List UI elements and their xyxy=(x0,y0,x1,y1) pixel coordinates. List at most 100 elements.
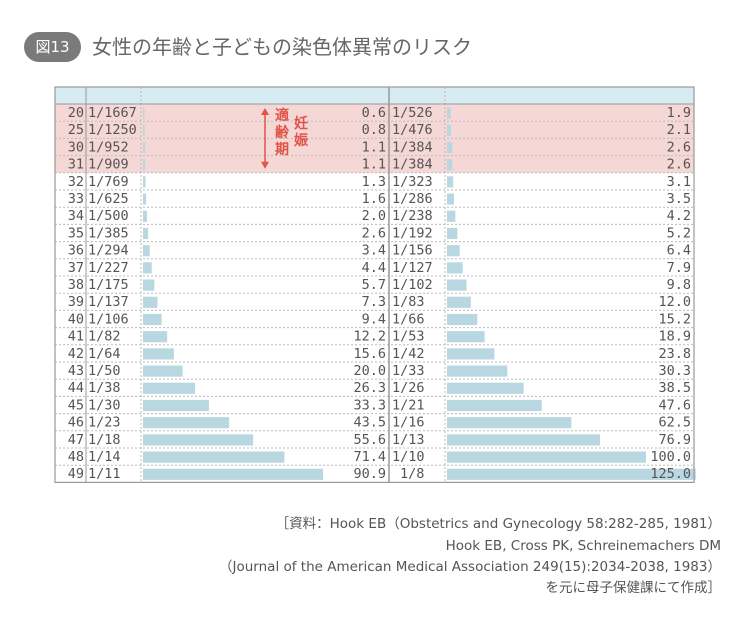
risk-bar-series-1 xyxy=(143,262,152,274)
risk-bar-series-2 xyxy=(447,296,471,308)
annotation-char: 期 xyxy=(275,142,289,158)
ratio-label-series-1: 1/64 xyxy=(88,346,121,362)
ratio-label-series-1: 1/500 xyxy=(88,208,129,224)
risk-bar-series-1 xyxy=(143,331,168,343)
table-border xyxy=(54,86,695,483)
age-label: 34 xyxy=(68,208,84,224)
age-label: 44 xyxy=(68,380,84,396)
ratio-label-series-1: 1/952 xyxy=(88,139,129,155)
value-label-series-2: 2.6 xyxy=(667,157,691,173)
annotation-char-2: 娠 xyxy=(294,132,309,149)
ratio-label-series-2: 1/323 xyxy=(392,174,433,190)
value-label-series-2: 23.8 xyxy=(658,346,691,362)
risk-bar-series-1 xyxy=(143,227,149,240)
age-label: 35 xyxy=(68,225,84,241)
value-label-series-2: 7.9 xyxy=(667,260,691,276)
ratio-label-series-2: 1/238 xyxy=(392,208,433,224)
value-label-series-1: 2.6 xyxy=(362,225,386,241)
value-label-series-2: 15.2 xyxy=(658,311,691,327)
ratio-label-series-1: 1/23 xyxy=(88,415,121,431)
value-label-series-1: 90.9 xyxy=(353,466,386,482)
ratio-label-series-2: 1/26 xyxy=(392,380,425,396)
ratio-label-series-1: 1/909 xyxy=(88,157,129,173)
source-line-4: を元に母子保健課にて作成］ xyxy=(545,580,722,596)
risk-bar-series-1 xyxy=(143,365,183,377)
risk-bar-series-1 xyxy=(143,193,147,205)
risk-bar-series-1 xyxy=(143,348,174,360)
ratio-label-series-1: 1/1250 xyxy=(88,122,137,138)
value-label-series-1: 7.3 xyxy=(362,294,386,310)
ratio-label-series-1: 1/769 xyxy=(88,174,129,190)
age-label: 40 xyxy=(68,311,84,327)
age-label: 41 xyxy=(68,329,84,345)
value-label-series-1: 43.5 xyxy=(353,415,386,431)
value-label-series-2: 47.6 xyxy=(658,397,691,413)
risk-bar-series-1 xyxy=(143,141,146,154)
age-label: 48 xyxy=(68,449,84,465)
risk-bar-series-1 xyxy=(143,124,145,136)
ratio-label-series-1: 1/18 xyxy=(88,432,121,448)
value-label-series-1: 26.3 xyxy=(353,380,386,396)
ratio-label-series-2: 1/384 xyxy=(392,157,433,173)
risk-bar-series-2 xyxy=(447,399,542,412)
annotation-arrow-up-icon xyxy=(261,108,269,115)
ratio-label-series-1: 1/106 xyxy=(88,311,129,327)
ratio-label-series-2: 1/66 xyxy=(392,311,425,327)
risk-bar-series-2 xyxy=(447,451,646,463)
value-label-series-2: 12.0 xyxy=(658,294,691,310)
risk-bar-series-1 xyxy=(143,451,285,463)
highlight-row xyxy=(55,138,694,156)
ratio-label-series-2: 1/53 xyxy=(392,329,425,345)
value-label-series-2: 5.2 xyxy=(667,225,691,241)
ratio-label-series-1: 1/625 xyxy=(88,191,129,207)
ratio-label-series-2: 1/192 xyxy=(392,225,433,241)
risk-bar-series-2 xyxy=(447,382,524,394)
annotation-char-2: 妊 xyxy=(294,115,308,132)
age-label: 43 xyxy=(68,363,84,379)
ratio-label-series-2: 1/384 xyxy=(392,139,433,155)
risk-bar-series-2 xyxy=(447,159,453,171)
age-label: 30 xyxy=(68,139,84,155)
risk-bar-series-2 xyxy=(447,331,485,343)
value-label-series-1: 20.0 xyxy=(353,363,386,379)
value-label-series-2: 2.1 xyxy=(667,122,691,138)
highlight-row xyxy=(55,155,694,173)
chart-title: 女性の年齢と子どもの染色体異常のリスク xyxy=(92,35,472,59)
annotation-arrow-down-icon xyxy=(261,161,269,169)
value-label-series-1: 12.2 xyxy=(353,329,386,345)
value-label-series-1: 4.4 xyxy=(362,260,386,276)
value-label-series-2: 100.0 xyxy=(650,449,691,465)
ratio-label-series-1: 1/294 xyxy=(88,243,129,259)
value-label-series-1: 5.7 xyxy=(362,277,386,293)
value-label-series-2: 18.9 xyxy=(658,329,691,345)
ratio-label-series-2: 1/8 xyxy=(400,466,424,482)
risk-bar-series-1 xyxy=(143,176,146,188)
source-line-2: Hook EB, Cross PK, Schreinemachers DM xyxy=(445,538,721,554)
value-label-series-1: 71.4 xyxy=(353,449,386,465)
risk-bar-series-1 xyxy=(143,313,162,326)
value-label-series-1: 1.6 xyxy=(362,191,386,207)
header-band xyxy=(55,87,694,104)
annotation-char: 齢 xyxy=(275,124,290,141)
highlight-row xyxy=(55,104,694,122)
ratio-label-series-2: 1/10 xyxy=(392,449,425,465)
ratio-label-series-2: 1/21 xyxy=(392,397,425,413)
ratio-label-series-2: 1/42 xyxy=(392,346,425,362)
value-label-series-2: 30.3 xyxy=(658,363,691,379)
ratio-label-series-1: 1/50 xyxy=(88,363,121,379)
ratio-label-series-1: 1/137 xyxy=(88,294,129,310)
value-label-series-1: 1.3 xyxy=(362,174,386,190)
value-label-series-2: 3.5 xyxy=(667,191,691,207)
age-label: 47 xyxy=(68,432,84,448)
risk-bar-series-2 xyxy=(447,245,460,257)
ratio-label-series-1: 1/175 xyxy=(88,277,129,293)
annotation-char: 適 xyxy=(275,107,289,124)
value-label-series-2: 6.4 xyxy=(667,243,691,259)
age-label: 25 xyxy=(68,122,84,138)
ratio-label-series-2: 1/476 xyxy=(392,122,433,138)
ratio-label-series-2: 1/13 xyxy=(392,432,425,448)
value-label-series-2: 125.0 xyxy=(650,466,691,482)
ratio-label-series-1: 1/11 xyxy=(88,466,121,482)
risk-bar-series-2 xyxy=(447,107,451,119)
age-label: 38 xyxy=(68,277,84,293)
